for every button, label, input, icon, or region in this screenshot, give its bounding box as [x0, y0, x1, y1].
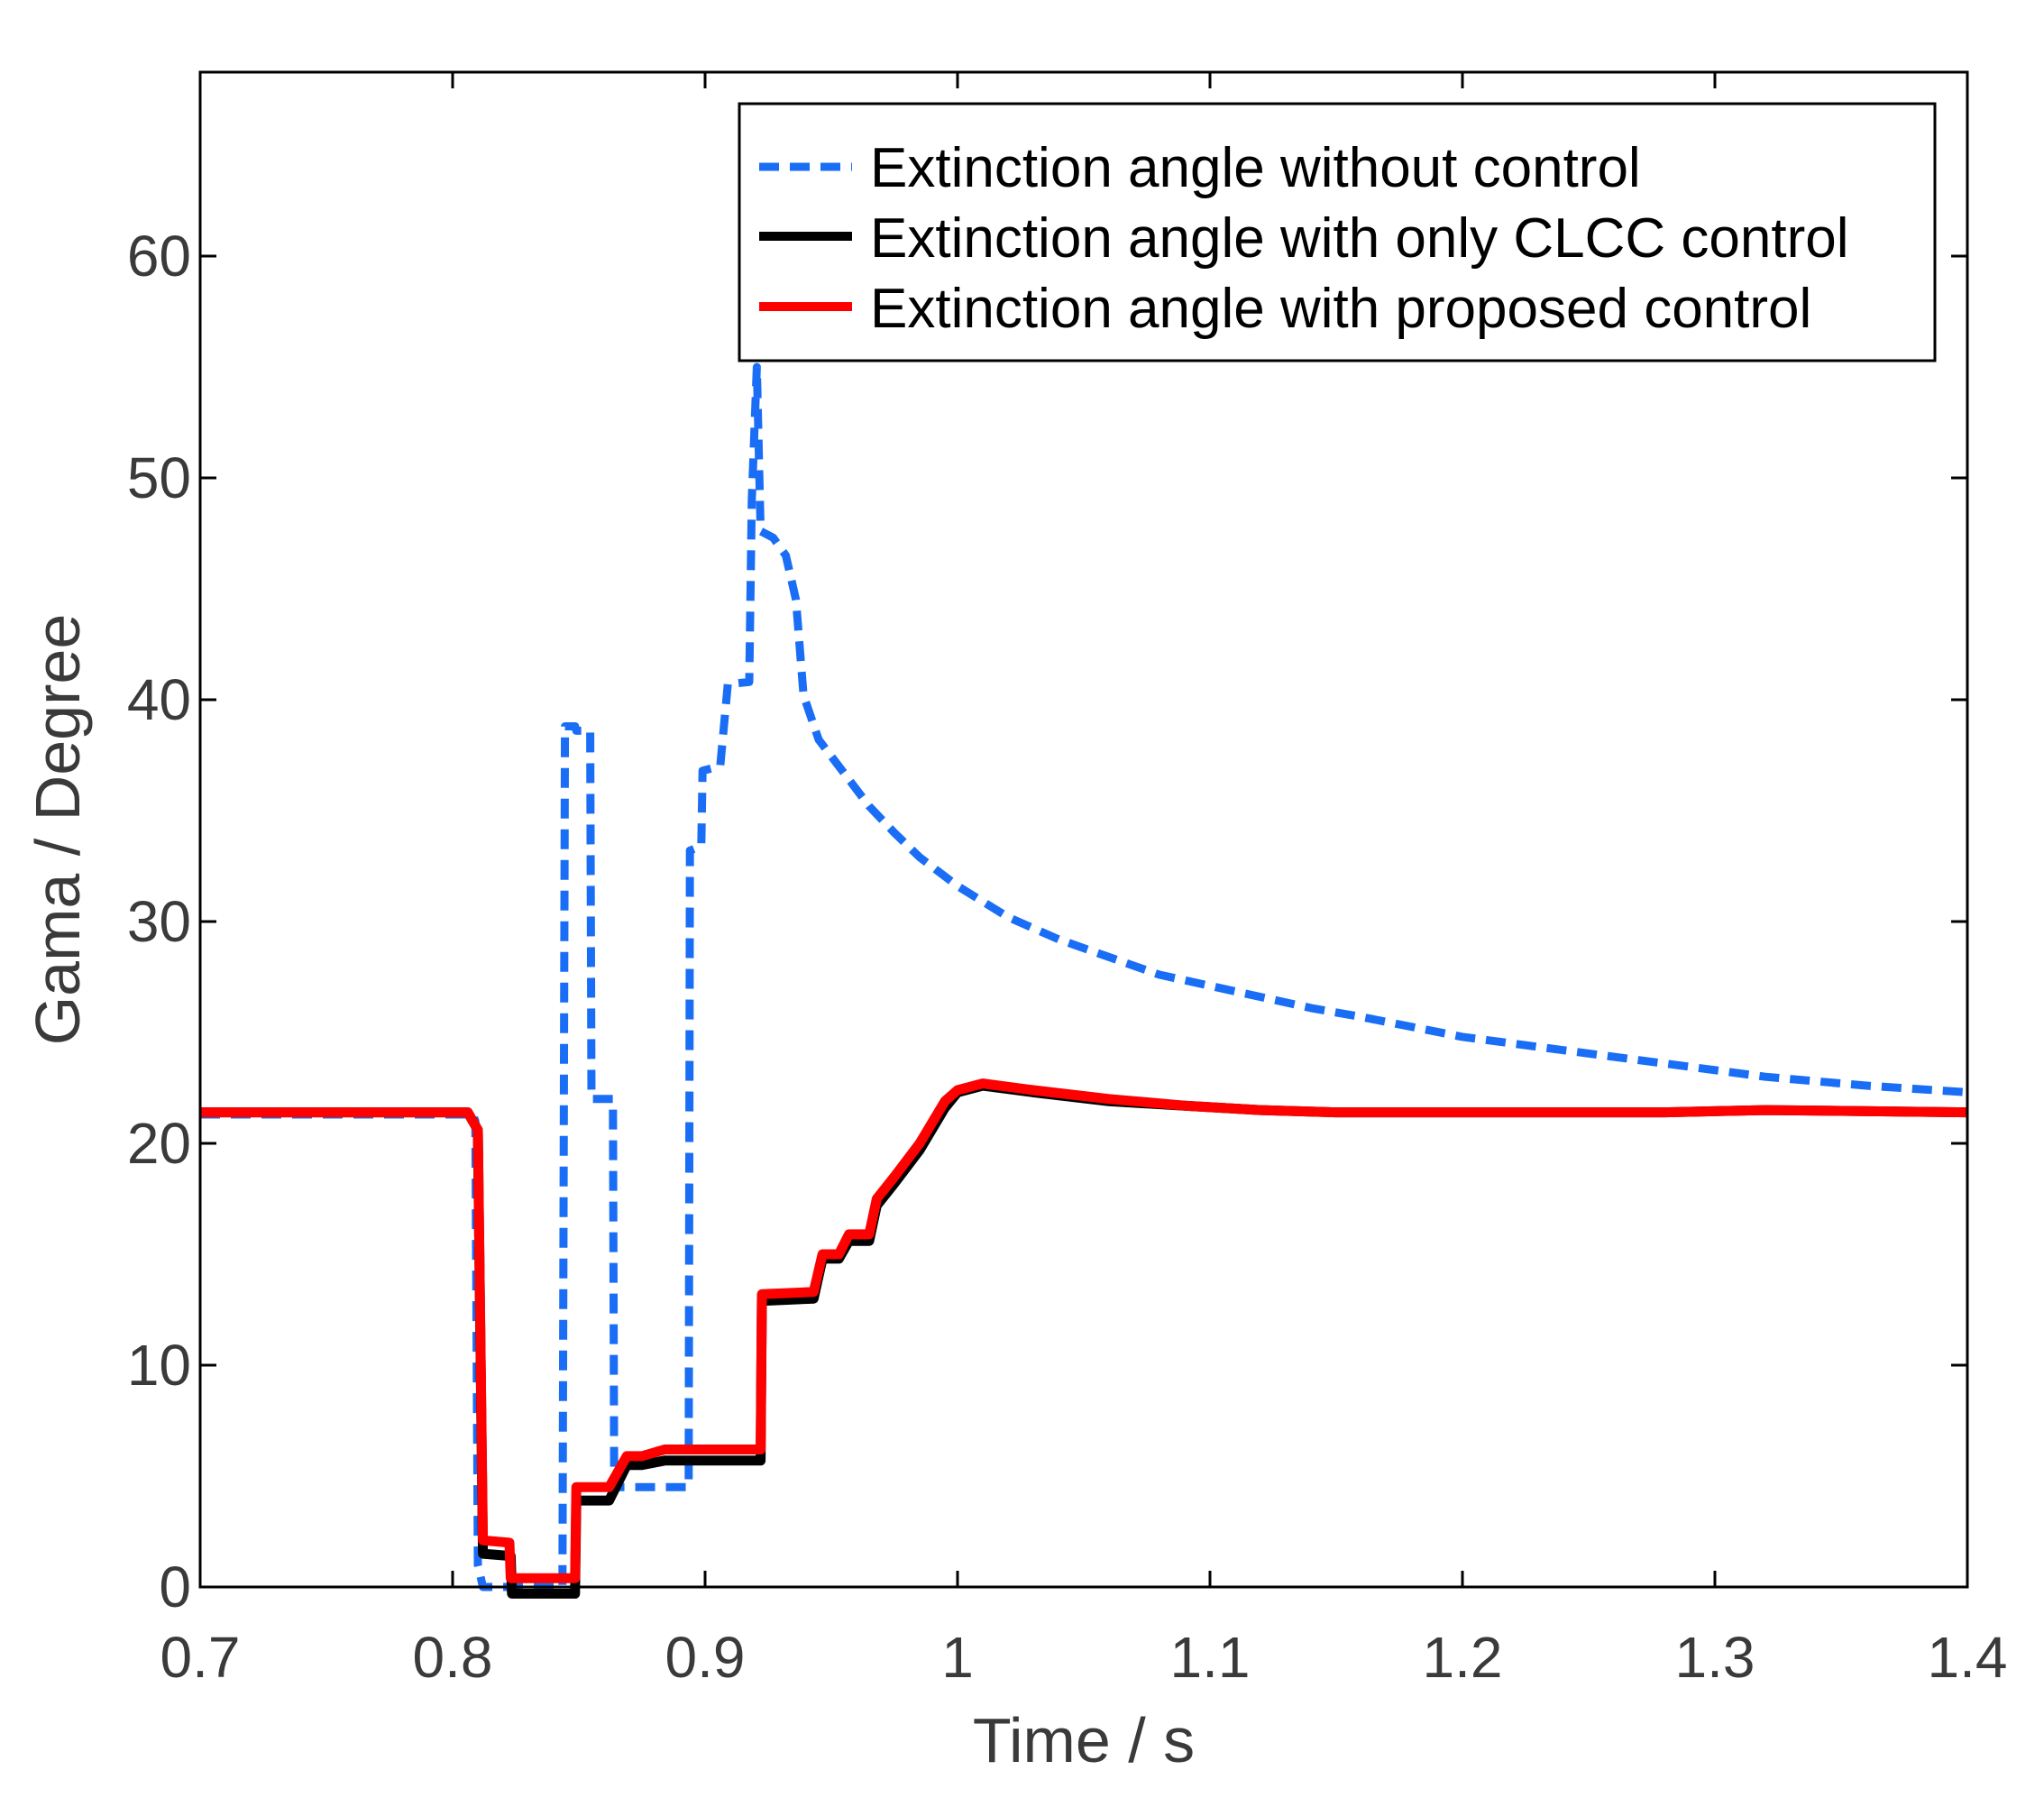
series-line-0: [200, 362, 1967, 1591]
x-tick-label: 0.8: [413, 1625, 493, 1690]
x-tick-label: 1: [941, 1625, 974, 1690]
y-tick-label: 50: [127, 445, 191, 510]
series-line-2: [200, 1078, 1967, 1583]
legend: Extinction angle without control Extinct…: [738, 102, 1937, 362]
legend-box: [738, 102, 1937, 362]
plot-area-frame: [198, 70, 1969, 1589]
legend-entry-proposed-control: Extinction angle with proposed control: [870, 278, 1811, 340]
x-tick-label: 1.1: [1170, 1625, 1251, 1690]
x-tick-label: 1.4: [1928, 1625, 2008, 1690]
tick-label-layer: 0.7 0.8 0.9 1 1.1 1.2 1.3 1.4 0 10 20 30 40 50 60: [127, 224, 2008, 1690]
x-tick-label: 0.7: [160, 1625, 241, 1690]
legend-entry-without-control: Extinction angle without control: [870, 137, 1641, 199]
y-tick-label: 0: [159, 1555, 191, 1619]
series-layer: [200, 362, 1967, 1599]
y-tick-label: 40: [127, 667, 191, 732]
y-axis-label: Gama / Degree: [23, 614, 93, 1046]
tick-layer: [198, 72, 1969, 1589]
x-tick-label: 0.9: [665, 1625, 746, 1690]
y-tick-label: 20: [127, 1111, 191, 1176]
y-tick-label: 30: [127, 889, 191, 954]
y-tick-label: 60: [127, 224, 191, 289]
x-axis-label: Time / s: [973, 1705, 1195, 1775]
x-tick-label: 1.2: [1423, 1625, 1503, 1690]
y-tick-label: 10: [127, 1333, 191, 1398]
x-tick-label: 1.3: [1675, 1625, 1755, 1690]
legend-entry-clcc-control: Extinction angle with only CLCC control: [870, 207, 1849, 270]
